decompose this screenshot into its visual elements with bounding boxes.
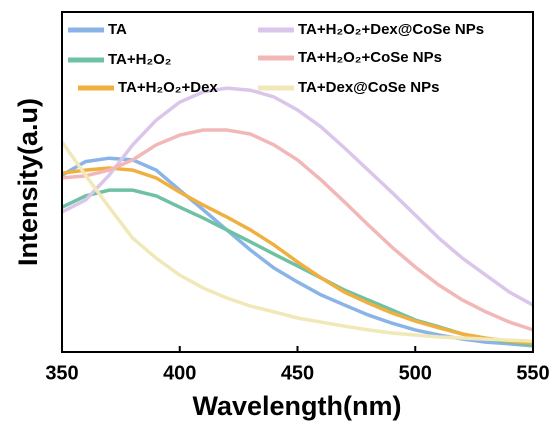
x-tick-label: 500 [399, 362, 432, 384]
legend-label: TA+H₂O₂+CoSe NPs [298, 49, 442, 66]
legend-label: TA+H₂O₂+Dex@CoSe NPs [298, 21, 484, 38]
x-tick-label: 400 [163, 362, 196, 384]
line [61, 128, 534, 332]
x-tick-label: 550 [516, 362, 549, 384]
x-tick-label: 450 [281, 362, 314, 384]
legend-label: TA+Dex@CoSe NPs [298, 79, 439, 96]
y-axis-label: Intensity(a.u) [13, 98, 43, 266]
line [61, 188, 534, 347]
legend-label: TA+H₂O₂ [108, 51, 171, 68]
legend-label: TA+H₂O₂+Dex [118, 79, 218, 96]
x-axis-label: Wavelength(nm) [193, 391, 402, 421]
x-tick-label: 350 [45, 362, 78, 384]
line [61, 166, 534, 345]
line [60, 140, 534, 343]
legend-label: TA [108, 21, 127, 38]
line [61, 86, 534, 307]
